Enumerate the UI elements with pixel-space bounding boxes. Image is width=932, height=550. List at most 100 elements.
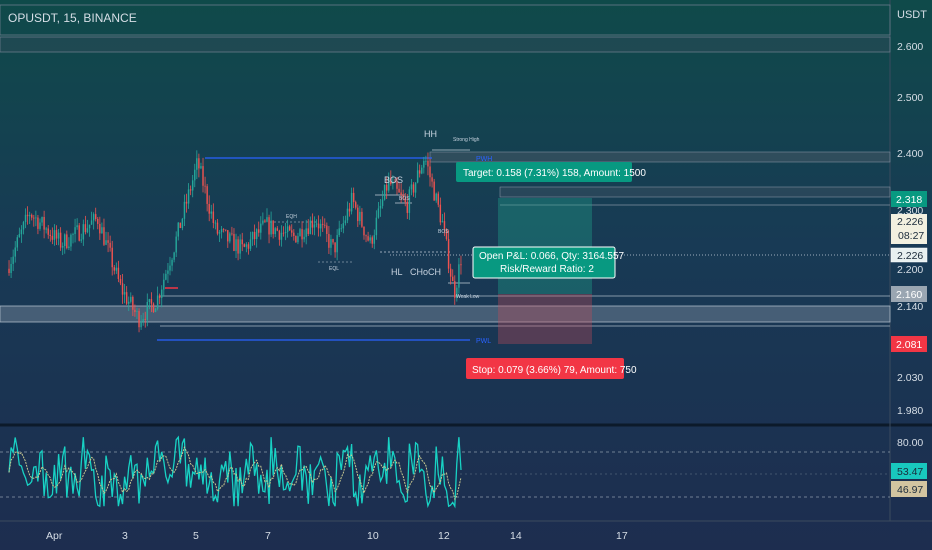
candle-body (33, 217, 35, 219)
target-price-badge (891, 191, 927, 207)
label-pwh: PWH (476, 156, 492, 163)
label-hl: HL (391, 267, 403, 277)
candle-body (371, 237, 373, 244)
candle-body (334, 242, 336, 253)
candle-body (359, 211, 361, 222)
candle-body (41, 217, 43, 223)
candle-body (433, 181, 435, 201)
candle-body (171, 259, 173, 266)
candle-body (317, 223, 320, 229)
candle-body (200, 166, 202, 169)
candle-body (303, 236, 305, 240)
candle-body (55, 230, 58, 239)
candle-body (458, 264, 460, 288)
candle-body (336, 235, 338, 253)
candle-body (231, 233, 233, 235)
candle-body (148, 299, 151, 303)
candle-body (233, 233, 235, 251)
candle-body (140, 321, 142, 328)
candle-body (130, 296, 132, 302)
time-tick-14: 14 (510, 530, 522, 542)
candle-body (288, 226, 291, 231)
candle-body (64, 234, 66, 247)
candle-body (454, 281, 456, 298)
candle-body (154, 308, 157, 313)
candle-body (82, 224, 85, 240)
candle-body (8, 268, 10, 274)
target-box[interactable] (498, 198, 592, 294)
candle-body (146, 302, 149, 320)
countdown-text: 08:27 (898, 230, 924, 242)
time-tick-12: 12 (438, 530, 450, 542)
candle-body (418, 170, 421, 174)
rsi-axis[interactable]: 80.00 53.47 46.97 (891, 437, 927, 497)
candle-body (39, 222, 41, 229)
candle-body (443, 221, 446, 229)
candle-body (109, 242, 111, 248)
rsi-value-badge (891, 463, 927, 479)
candle-body (342, 223, 345, 229)
candle-body (297, 236, 299, 243)
candle-body (59, 232, 62, 248)
candle-body (119, 278, 122, 284)
stop-label-box[interactable] (466, 358, 624, 379)
candle-body (76, 225, 78, 228)
candle-body (218, 232, 221, 234)
candle-body (35, 217, 37, 219)
price-tick-2030: 2.030 (897, 372, 923, 384)
candle-body (187, 189, 190, 204)
candle-body (210, 211, 212, 214)
candle-body (410, 184, 413, 190)
support-zone (0, 305, 891, 323)
candle-body (307, 228, 309, 235)
candle-body (247, 244, 250, 249)
candle-body (156, 295, 159, 309)
candle-body (385, 184, 388, 191)
pnl-label-box[interactable] (472, 246, 616, 279)
candle-body (330, 239, 332, 248)
label-eql: EQL (329, 266, 339, 272)
candle-body (115, 267, 118, 271)
candle-body (262, 220, 264, 224)
candle-body (286, 226, 289, 232)
candle-body (379, 205, 382, 209)
price-axis[interactable]: 2.600 2.500 2.400 2.300 2.200 2.140 2.03… (890, 41, 928, 417)
candle-body (305, 228, 307, 237)
candle-body (241, 239, 243, 245)
target-label-box[interactable] (456, 162, 632, 182)
candle-body (107, 240, 109, 243)
candle-body (20, 229, 23, 235)
rsi-ma-text: 46.97 (897, 484, 923, 496)
candle-body (367, 236, 369, 241)
candle-body (301, 229, 303, 240)
candle-body (400, 192, 402, 195)
candle-body (86, 228, 89, 233)
candle-body (328, 233, 330, 248)
candle-body (16, 237, 19, 248)
candle-body (272, 220, 274, 235)
candle-body (280, 232, 283, 240)
candle-body (268, 217, 270, 235)
candle-body (158, 295, 161, 298)
candle-body (191, 180, 194, 191)
candle-body (105, 240, 107, 245)
candle-body (437, 193, 439, 205)
candle-body (239, 239, 241, 254)
candle-body (258, 229, 260, 233)
stop-box[interactable] (498, 294, 592, 344)
candle-body (398, 188, 400, 193)
candle-body (66, 234, 68, 248)
candle-body (375, 217, 378, 236)
candle-body (270, 220, 272, 235)
time-axis[interactable]: Apr 3 5 7 10 12 14 17 (46, 530, 628, 542)
candle-body (377, 208, 380, 218)
candle-body (189, 189, 192, 191)
candle-body (132, 296, 134, 310)
stop-label: Stop: 0.079 (3.66%) 79, Amount: 750 (472, 365, 637, 376)
candle-body (295, 235, 297, 243)
target-label: Target: 0.158 (7.31%) 158, Amount: 1500 (463, 168, 646, 179)
pwh-zone (429, 151, 891, 163)
candle-body (293, 232, 295, 236)
time-tick-apr: Apr (46, 530, 63, 542)
